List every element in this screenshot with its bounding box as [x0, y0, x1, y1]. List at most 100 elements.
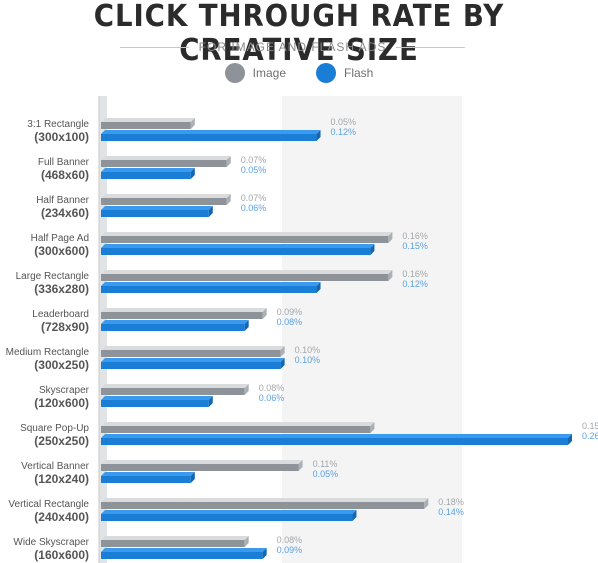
bar-flash-end — [208, 396, 213, 407]
value-label-image: 0.16% — [402, 231, 428, 241]
value-label-image: 0.18% — [438, 497, 464, 507]
bar-flash-end — [370, 244, 375, 255]
bar-image-top — [101, 194, 231, 198]
bar-flash-top — [101, 130, 321, 134]
bar-flash-top — [101, 510, 357, 514]
bar-flash — [101, 172, 191, 179]
value-label-flash: 0.12% — [331, 127, 357, 137]
bar-flash — [101, 476, 191, 483]
bar-flash — [101, 134, 317, 141]
bar-flash-end — [568, 434, 572, 445]
bar-image-top — [101, 346, 285, 350]
bar-flash-top — [101, 434, 572, 438]
category-label: Leaderboard — [32, 309, 89, 320]
bar-flash-top — [101, 244, 375, 248]
value-label-flash: 0.26% — [582, 431, 598, 441]
legend-item-flash: Flash — [316, 62, 373, 84]
category-size-label: (300x250) — [34, 358, 89, 372]
bar-flash — [101, 400, 209, 407]
bar-image-end — [226, 156, 231, 167]
value-label-image: 0.11% — [313, 459, 338, 469]
bar-flash — [101, 210, 209, 217]
bar-flash-end — [352, 510, 357, 521]
category-size-label: (728x90) — [41, 320, 89, 334]
value-label-flash: 0.12% — [402, 279, 428, 289]
bar-image-end — [388, 232, 393, 243]
category-size-label: (240x400) — [34, 510, 89, 524]
category-size-label: (160x600) — [34, 548, 89, 562]
value-label-image: 0.16% — [402, 269, 428, 279]
bar-flash-top — [101, 472, 195, 476]
bar-flash — [101, 552, 263, 559]
value-label-image: 0.07% — [241, 193, 267, 203]
category-label: Vertical Banner — [21, 461, 89, 472]
bar-image — [101, 426, 371, 433]
bar-flash-end — [280, 358, 285, 369]
bar-image-end — [244, 536, 249, 547]
bar-image — [101, 160, 227, 167]
bar-flash — [101, 362, 281, 369]
category-size-label: (250x250) — [34, 434, 89, 448]
bar-image-end — [226, 194, 231, 205]
bar-image-end — [298, 460, 303, 471]
bar-flash-end — [316, 130, 321, 141]
bar-flash-end — [208, 206, 213, 217]
bar-image-top — [101, 422, 375, 426]
chart-subtitle: FOR IMAGE AND FLASH ADS — [198, 40, 387, 54]
category-label: Half Page Ad — [31, 233, 89, 244]
bar-image — [101, 274, 389, 281]
bar-image-end — [190, 118, 195, 129]
bar-image — [101, 464, 299, 471]
bar-image-end — [262, 308, 267, 319]
bar-image-end — [424, 498, 429, 509]
bar-chart: 3:1 Rectangle(300x100)0.05%0.12%Full Ban… — [6, 96, 598, 563]
category-label: Vertical Rectangle — [8, 499, 89, 510]
category-size-label: (468x60) — [41, 168, 89, 182]
bar-image-end — [280, 346, 285, 357]
value-label-flash: 0.10% — [295, 355, 321, 365]
bar-image-end — [370, 422, 375, 433]
value-label-image: 0.10% — [295, 345, 321, 355]
subtitle-row: FOR IMAGE AND FLASH ADS — [120, 39, 466, 55]
bar-flash — [101, 286, 317, 293]
bar-flash-end — [316, 282, 321, 293]
category-label: Medium Rectangle — [6, 347, 90, 358]
chart-title: CLICK THROUGH RATE BY CREATIVE SIZE — [93, 0, 505, 68]
bar-flash — [101, 514, 353, 521]
subtitle-rule-left — [120, 46, 189, 48]
value-label-image: 0.05% — [331, 117, 357, 127]
bar-flash-top — [101, 358, 285, 362]
category-label: 3:1 Rectangle — [27, 119, 89, 130]
value-label-flash: 0.05% — [241, 165, 267, 175]
category-label: Skyscraper — [39, 385, 90, 396]
category-label: Half Banner — [36, 195, 89, 206]
bar-flash-top — [101, 282, 321, 286]
bar-image-end — [244, 384, 249, 395]
bar-image-top — [101, 270, 393, 274]
chart-legend: Image Flash — [0, 62, 598, 84]
bar-image — [101, 312, 263, 319]
value-label-image: 0.07% — [241, 155, 267, 165]
bar-image — [101, 198, 227, 205]
legend-label-flash: Flash — [344, 66, 374, 80]
value-label-image: 0.15% — [582, 421, 598, 431]
category-size-label: (300x100) — [34, 130, 89, 144]
bar-image-end — [388, 270, 393, 281]
bar-image-top — [101, 498, 429, 502]
bar-image — [101, 540, 245, 547]
value-label-flash: 0.14% — [438, 507, 464, 517]
category-label: Large Rectangle — [16, 271, 90, 282]
bar-image — [101, 236, 389, 243]
bar-flash-end — [262, 548, 267, 559]
category-size-label: (120x240) — [34, 472, 89, 486]
bar-flash-top — [101, 168, 195, 172]
bar-image — [101, 350, 281, 357]
value-label-flash: 0.09% — [277, 545, 303, 555]
legend-label-image: Image — [252, 66, 286, 80]
bar-flash-top — [101, 206, 213, 210]
bar-flash-end — [190, 168, 195, 179]
bar-image-top — [101, 460, 303, 464]
category-size-label: (300x600) — [34, 244, 89, 258]
value-label-flash: 0.06% — [241, 203, 267, 213]
bar-image-top — [101, 156, 231, 160]
